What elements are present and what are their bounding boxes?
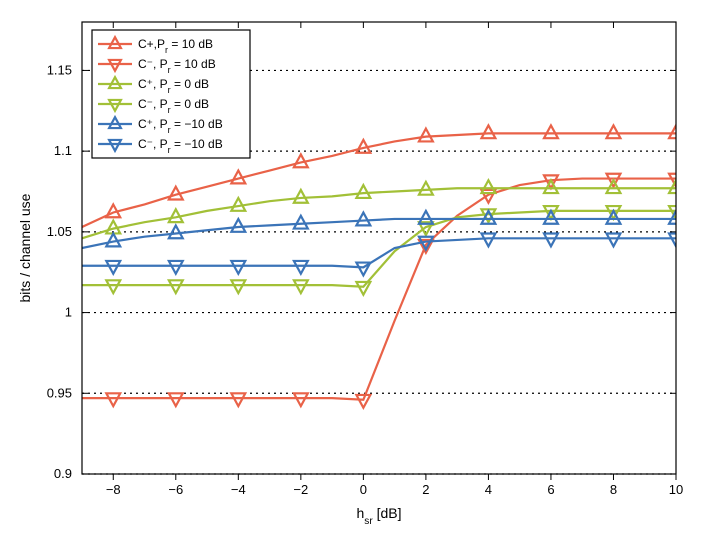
x-tick-label: 4 xyxy=(485,482,492,497)
y-tick-label: 0.95 xyxy=(47,385,72,400)
chart-container: −8−6−4−202468100.90.9511.051.11.15hsr [d… xyxy=(0,0,707,535)
x-tick-label: 6 xyxy=(547,482,554,497)
y-tick-label: 1.05 xyxy=(47,224,72,239)
x-tick-label: 8 xyxy=(610,482,617,497)
x-tick-label: −4 xyxy=(231,482,246,497)
y-axis-label: bits / channel use xyxy=(17,193,33,302)
x-tick-label: 10 xyxy=(669,482,683,497)
x-tick-label: −8 xyxy=(106,482,121,497)
x-tick-label: 2 xyxy=(422,482,429,497)
line-chart: −8−6−4−202468100.90.9511.051.11.15hsr [d… xyxy=(0,0,707,535)
y-tick-label: 1.1 xyxy=(54,143,72,158)
x-tick-label: −6 xyxy=(168,482,183,497)
y-tick-label: 0.9 xyxy=(54,466,72,481)
x-tick-label: −2 xyxy=(293,482,308,497)
y-tick-label: 1 xyxy=(65,305,72,320)
y-tick-label: 1.15 xyxy=(47,62,72,77)
x-tick-label: 0 xyxy=(360,482,367,497)
